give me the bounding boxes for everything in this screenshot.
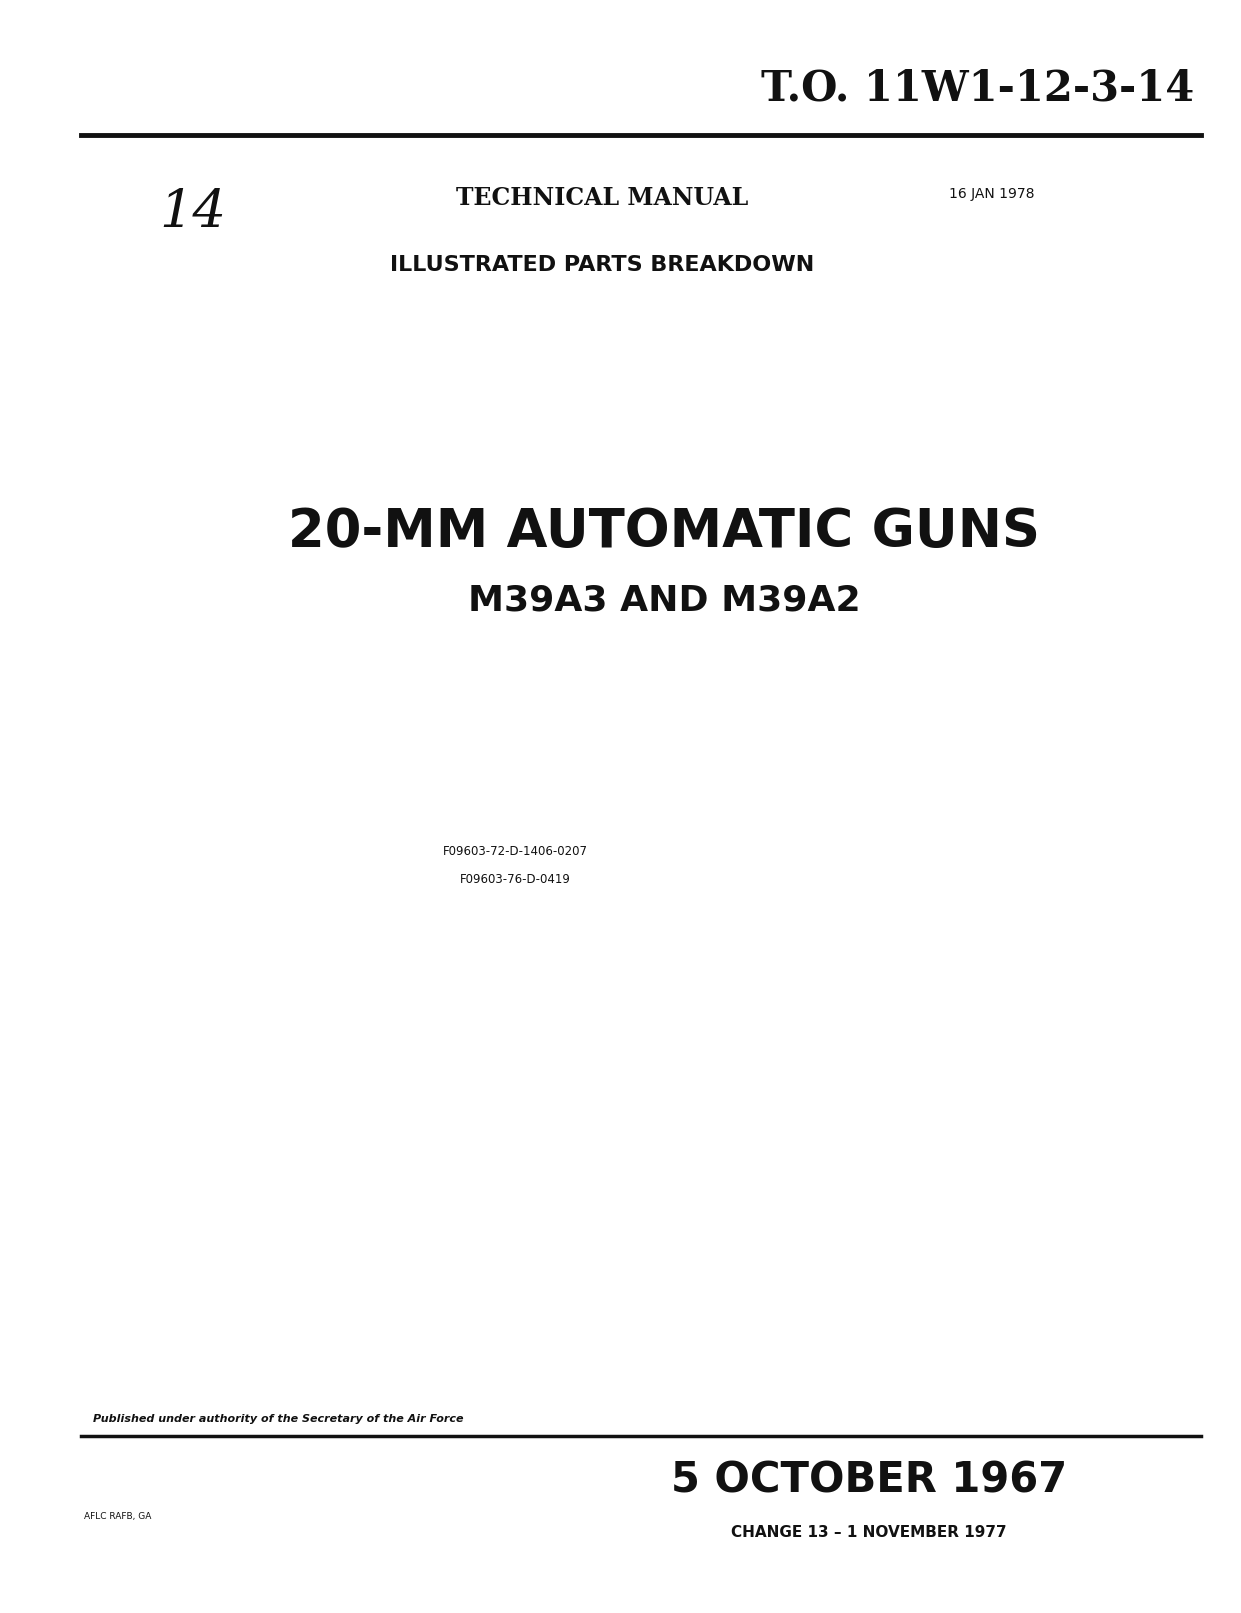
Text: AFLC RAFB, GA: AFLC RAFB, GA (84, 1511, 151, 1521)
Text: TECHNICAL MANUAL: TECHNICAL MANUAL (455, 187, 748, 210)
Text: Published under authority of the Secretary of the Air Force: Published under authority of the Secreta… (93, 1415, 464, 1424)
Text: M39A3 AND M39A2: M39A3 AND M39A2 (468, 582, 860, 618)
Text: 5 OCTOBER 1967: 5 OCTOBER 1967 (670, 1460, 1067, 1502)
Text: T.O. 11W1-12-3-14: T.O. 11W1-12-3-14 (761, 68, 1194, 110)
Text: ILLUSTRATED PARTS BREAKDOWN: ILLUSTRATED PARTS BREAKDOWN (390, 255, 814, 274)
Text: F09603-76-D-0419: F09603-76-D-0419 (459, 873, 571, 886)
Text: 20-MM AUTOMATIC GUNS: 20-MM AUTOMATIC GUNS (288, 506, 1040, 558)
Text: 16 JAN 1978: 16 JAN 1978 (949, 187, 1035, 200)
Text: 14: 14 (159, 187, 226, 239)
Text: CHANGE 13 – 1 NOVEMBER 1977: CHANGE 13 – 1 NOVEMBER 1977 (731, 1524, 1006, 1540)
Text: F09603-72-D-1406-0207: F09603-72-D-1406-0207 (443, 845, 587, 858)
